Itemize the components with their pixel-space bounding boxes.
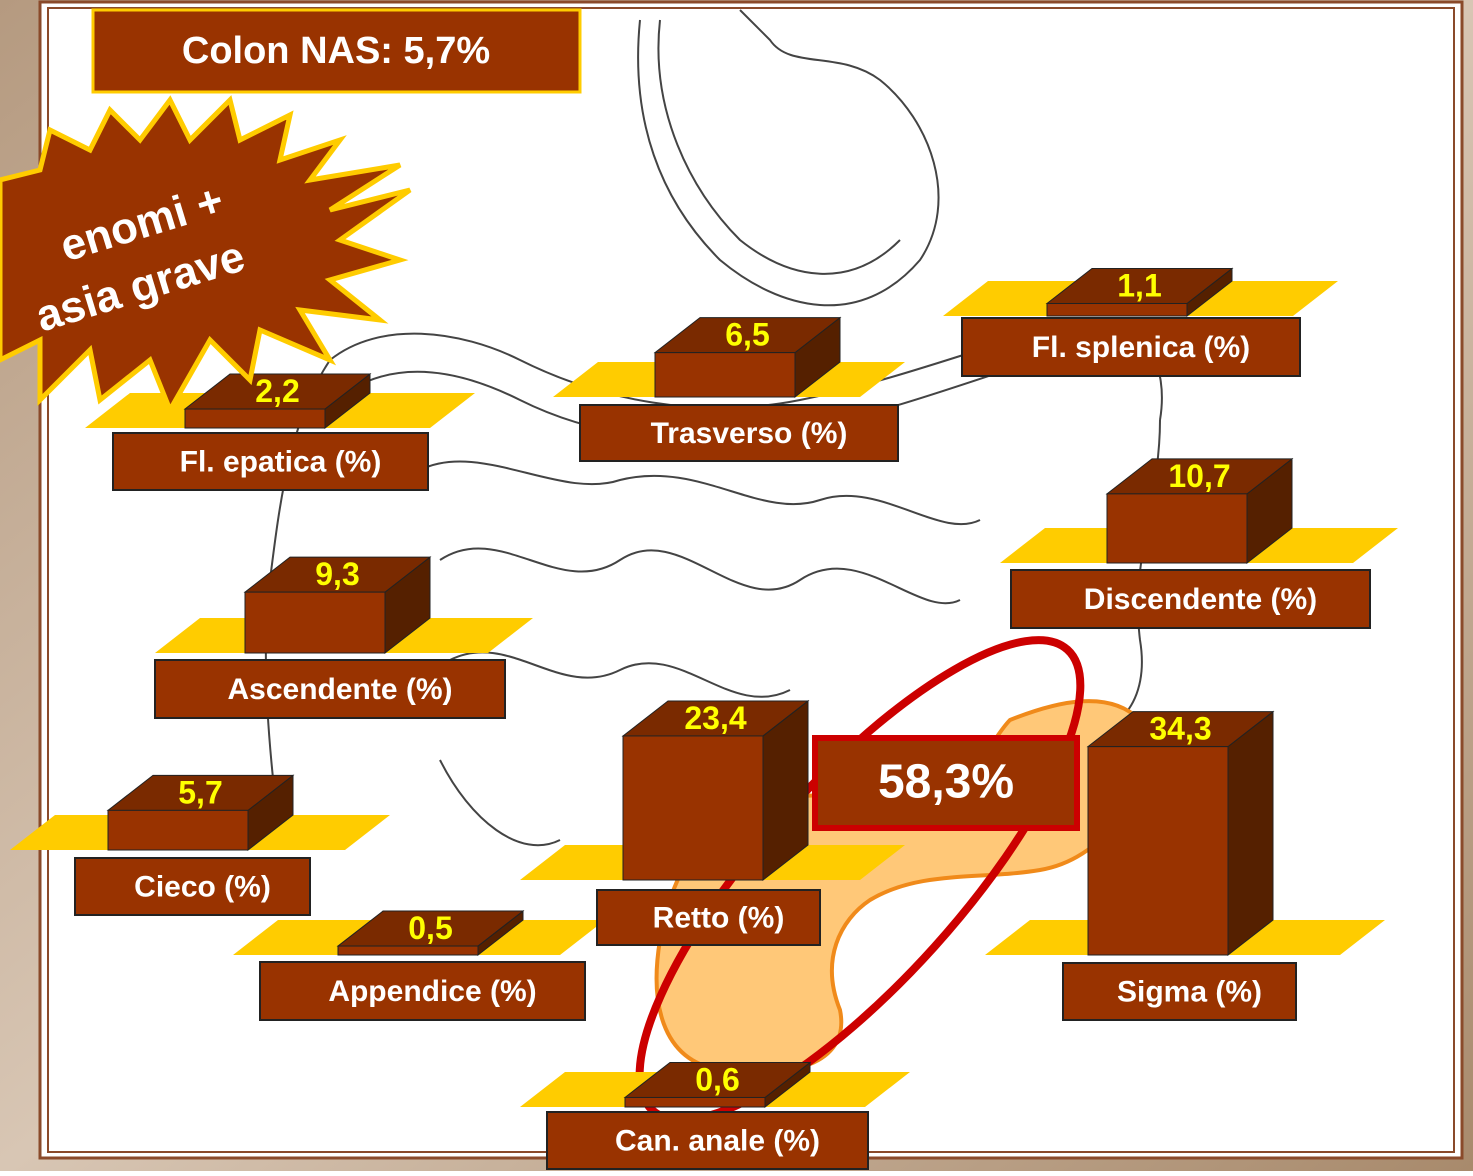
bar-front xyxy=(1087,746,1229,956)
value-label: 34,3 xyxy=(1149,711,1211,747)
label-box xyxy=(74,857,311,916)
note-box xyxy=(91,8,582,94)
bars: 2,2 Fl. epatica (%) 6,5 Trasverso (%) 1,1 Fl.… xyxy=(10,267,1398,1170)
segment-label: Sigma (%) xyxy=(1117,975,1262,1008)
value-label: 5,7 xyxy=(178,774,222,810)
bar-front xyxy=(1106,493,1248,564)
bar-front xyxy=(184,408,326,429)
note-text: Colon NAS: 5,7% xyxy=(182,30,490,72)
segment-label: Retto (%) xyxy=(653,901,785,934)
label-box xyxy=(546,1111,869,1170)
label-box xyxy=(1062,962,1297,1021)
label-box xyxy=(961,317,1301,377)
segment-label: Fl. epatica (%) xyxy=(180,445,382,478)
label-box xyxy=(154,659,506,719)
value-label: 2,2 xyxy=(255,373,299,409)
segment-label: Can. anale (%) xyxy=(615,1124,820,1157)
segment-label: Fl. splenica (%) xyxy=(1032,331,1250,364)
value-label: 23,4 xyxy=(684,700,746,736)
label-box xyxy=(112,432,429,491)
highlight-label: 58,3% xyxy=(878,756,1014,809)
label-box xyxy=(596,889,821,946)
value-label: 0,6 xyxy=(695,1061,739,1097)
bar-front xyxy=(624,1096,766,1108)
label-box xyxy=(1010,569,1371,629)
bar-front xyxy=(337,945,479,956)
starburst xyxy=(0,95,412,416)
value-label: 0,5 xyxy=(408,910,452,946)
segment-label: Ascendente (%) xyxy=(227,673,452,706)
label-box xyxy=(579,404,899,462)
segment-label: Cieco (%) xyxy=(134,870,271,903)
bar-front xyxy=(1046,303,1188,317)
highlight-box xyxy=(812,735,1080,831)
bar-front xyxy=(622,735,764,881)
value-label: 1,1 xyxy=(1117,267,1161,303)
value-label: 10,7 xyxy=(1168,458,1230,494)
label-box xyxy=(259,961,586,1021)
segment-label: Appendice (%) xyxy=(328,975,536,1008)
bar-front xyxy=(107,809,249,851)
bar-front xyxy=(654,352,796,398)
value-label: 6,5 xyxy=(725,317,769,353)
bar-front xyxy=(244,591,386,654)
value-label: 9,3 xyxy=(315,556,359,592)
segment-label: Trasverso (%) xyxy=(651,417,848,450)
segment-label: Discendente (%) xyxy=(1084,583,1317,616)
bar-side xyxy=(1227,710,1274,957)
